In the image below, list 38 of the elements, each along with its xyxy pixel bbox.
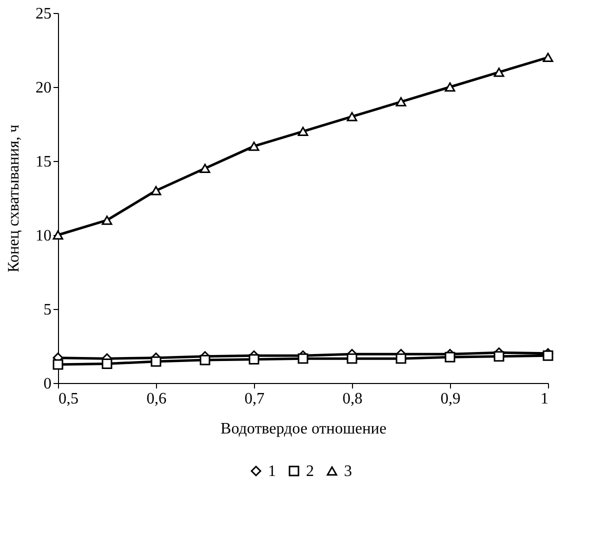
x-tick-label: 0,6 [146,390,166,408]
point [150,186,162,196]
x-tick-label: 0,9 [440,390,460,408]
point [542,350,554,361]
legend-label: 3 [344,463,352,480]
point [248,354,260,365]
x-axis-title: Водотвердое отношение [220,420,386,438]
point [298,353,308,364]
point [444,352,456,362]
y-tick-label: 10 [36,228,52,244]
legend-label: 1 [268,463,276,480]
point [444,82,456,92]
point [346,112,358,122]
y-tick-label: 25 [36,6,52,22]
x-tick-label: 0,7 [244,390,264,408]
x-tick-label: 0,5 [58,390,78,408]
x-tick-label: 0,8 [342,390,362,408]
y-tick-label: 0 [44,376,52,392]
point [52,359,64,370]
point [298,126,308,136]
y-tick-label: 5 [44,302,52,318]
point [150,356,162,367]
y-tick-label: 20 [36,80,52,96]
point [200,164,210,174]
point [102,216,112,225]
y-axis-title: Конец схватывания, ч [6,124,22,272]
y-tick-label: 15 [36,154,52,170]
legend-label: 2 [306,463,314,480]
point [494,68,504,77]
x-tick-label: 1 [540,390,548,408]
point [102,358,112,369]
point [494,351,504,362]
point [248,142,260,151]
point [542,52,554,62]
point [396,97,406,106]
point [396,353,406,364]
point [200,354,210,366]
point [346,353,358,364]
